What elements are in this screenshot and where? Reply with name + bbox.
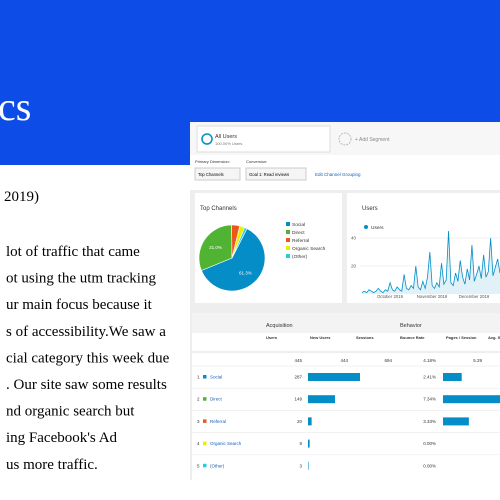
- total: 445: [294, 358, 302, 363]
- dropdown-value: Goal 1: Read reviews: [249, 172, 289, 177]
- legend-label: Social: [292, 222, 305, 228]
- legend-label: Direct: [292, 230, 305, 236]
- add-icon: [338, 132, 352, 146]
- legend-swatch: [286, 254, 290, 258]
- dropdown-value: Top Channels: [198, 172, 224, 177]
- channel-color: [203, 419, 207, 423]
- users-bar: [308, 417, 312, 426]
- slide-title: cs: [0, 84, 31, 129]
- body-line: . Our site saw some results: [6, 377, 167, 393]
- channel-color: [203, 397, 207, 401]
- channel: Organic Search: [210, 441, 242, 446]
- channel: Social: [210, 375, 222, 380]
- users: 9: [299, 441, 302, 446]
- body-line: cial category this week due: [6, 350, 170, 366]
- body-line: ur main focus because it: [6, 297, 153, 313]
- channel-color: [203, 441, 207, 446]
- bounce: 0.00%: [423, 463, 436, 468]
- bounce: 0.00%: [423, 441, 436, 446]
- users: 287: [294, 375, 302, 380]
- users: 20: [297, 419, 303, 424]
- legend-label: (Other): [292, 254, 308, 260]
- channel-color: [203, 375, 207, 379]
- table-group-header: [192, 313, 500, 333]
- x-tick-label: October 2019: [377, 294, 404, 299]
- rank: 1: [197, 375, 200, 380]
- legend-swatch: [286, 246, 290, 250]
- rank: 2: [197, 397, 200, 402]
- users-bar: [308, 395, 335, 404]
- dimension-bar: [190, 155, 500, 190]
- bounce-bar: [443, 373, 462, 381]
- bounce-bar: [443, 417, 469, 426]
- rank: 3: [197, 419, 200, 424]
- bounce: 2.41%: [423, 375, 436, 380]
- legend-label: Users: [371, 225, 384, 231]
- pie-slice: [198, 224, 233, 271]
- edit-link[interactable]: Edit Channel Grouping: [315, 172, 361, 177]
- pie-label: 31.0%: [209, 245, 222, 250]
- channel-color: [203, 463, 207, 468]
- users: 3: [299, 463, 302, 468]
- x-tick-label: December 2019: [459, 294, 490, 299]
- body-line: s of accessibility.We saw a: [6, 324, 166, 340]
- legend-swatch: [286, 238, 290, 242]
- users-bar: [308, 461, 309, 470]
- line-series: [361, 230, 500, 294]
- legend-dot: [364, 225, 368, 229]
- column-header: Users: [266, 335, 278, 340]
- total: 444: [340, 358, 348, 363]
- segment-icon: [201, 133, 213, 145]
- line-area: [362, 231, 500, 294]
- users: 149: [294, 397, 302, 402]
- column-header: Bounce Rate: [400, 335, 425, 340]
- column-header: Sessions: [356, 335, 374, 340]
- channel: (Other): [210, 463, 225, 468]
- segment-name: All Users: [215, 134, 237, 140]
- pie-slice: [201, 228, 266, 292]
- body-line: ing Facebook's Ad: [6, 430, 118, 446]
- users-bar: [308, 439, 310, 448]
- body-line: us more traffic.: [6, 457, 98, 473]
- bounce: 7.34%: [423, 397, 436, 402]
- segment-box: [196, 125, 331, 153]
- body-line: nd organic search but: [6, 404, 135, 420]
- users-bar: [308, 373, 360, 381]
- column-header: New Users: [310, 335, 331, 340]
- channel: Direct: [210, 397, 223, 402]
- total: 4.18%: [423, 358, 436, 363]
- y-tick-label: 20: [351, 264, 357, 269]
- pie-slice: [231, 227, 248, 259]
- rank: 4: [197, 441, 200, 446]
- pie-label: 61.3%: [239, 271, 252, 276]
- segment-share: 100.00% Users: [215, 141, 242, 146]
- group-header: Acquisition: [266, 323, 293, 329]
- column-header: Pages / Session: [446, 335, 477, 340]
- bounce-bar: [443, 395, 500, 404]
- column-header: Avg. Session: [488, 335, 500, 340]
- legend-label: Organic Search: [292, 246, 326, 252]
- channel: Referral: [210, 419, 226, 424]
- add-segment[interactable]: + Add Segment: [355, 137, 390, 143]
- dropdown[interactable]: [194, 167, 241, 181]
- rank: 5: [197, 463, 200, 468]
- line-title: Users: [362, 206, 378, 212]
- group-header: Behavior: [400, 323, 422, 329]
- legend-swatch: [286, 230, 290, 234]
- dropdown[interactable]: [245, 167, 307, 181]
- body-line: lot of traffic that came: [6, 244, 140, 260]
- label: Primary Dimension:: [195, 159, 230, 164]
- date: 2019): [4, 189, 39, 205]
- total: 5.29: [473, 358, 482, 363]
- total: 694: [384, 358, 392, 363]
- bounce: 3.33%: [423, 419, 436, 424]
- pie-title: Top Channels: [200, 206, 237, 212]
- x-tick-label: November 2019: [417, 294, 448, 299]
- label: Conversion:: [246, 159, 267, 164]
- legend-swatch: [286, 222, 290, 226]
- legend-label: Referral: [292, 238, 309, 244]
- body-line: ot using the utm tracking: [6, 271, 156, 287]
- y-tick-label: 40: [351, 236, 357, 241]
